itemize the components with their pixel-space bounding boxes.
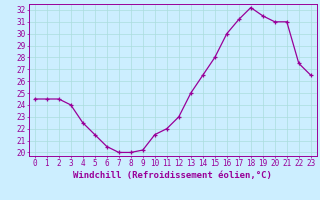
X-axis label: Windchill (Refroidissement éolien,°C): Windchill (Refroidissement éolien,°C) — [73, 171, 272, 180]
